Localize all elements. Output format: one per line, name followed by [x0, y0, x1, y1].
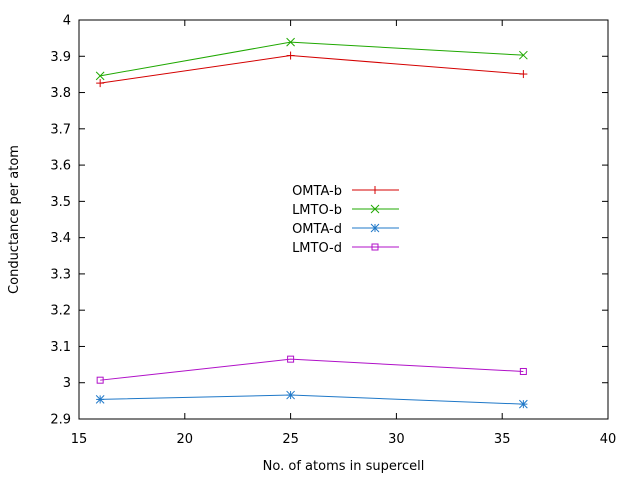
- y-tick-label: 3.8: [50, 86, 71, 101]
- y-tick-label: 3.9: [50, 50, 71, 65]
- y-tick-label: 3.5: [50, 195, 71, 210]
- data-point: [519, 367, 527, 375]
- series-line: [100, 55, 524, 84]
- data-point: [95, 71, 105, 81]
- data-point: [96, 376, 104, 384]
- series-line: [100, 41, 524, 77]
- y-tick-label: 3.7: [50, 122, 71, 137]
- series-lmto-b: [95, 37, 528, 81]
- data-point: [286, 390, 295, 400]
- legend-label: LMTO-b: [292, 203, 342, 218]
- y-tick-label: 3.1: [50, 340, 71, 355]
- data-point: [370, 204, 380, 214]
- legend-entry: LMTO-b: [292, 203, 399, 218]
- series-omta-b: [96, 51, 528, 88]
- y-tick-label: 3.4: [50, 231, 71, 246]
- series-line: [100, 394, 524, 405]
- data-point: [370, 223, 380, 233]
- data-point: [287, 355, 295, 363]
- x-tick-label: 20: [177, 432, 194, 447]
- data-point: [95, 395, 105, 404]
- legend-entry: OMTA-b: [292, 184, 399, 199]
- y-axis-label: Conductance per atom: [7, 145, 22, 294]
- data-point: [519, 50, 528, 60]
- y-tick-label: 3.2: [50, 304, 71, 319]
- x-tick-label: 30: [388, 432, 405, 447]
- x-tick-label: 35: [494, 432, 511, 447]
- series-omta-d: [95, 390, 528, 409]
- legend-label: OMTA-b: [292, 184, 342, 199]
- x-tick-label: 40: [600, 432, 617, 447]
- x-tick-label: 25: [282, 432, 299, 447]
- legend-entry: LMTO-d: [292, 241, 399, 256]
- data-point: [96, 79, 105, 88]
- x-axis-label: No. of atoms in supercell: [263, 459, 425, 474]
- x-tick-label: 15: [71, 432, 88, 447]
- data-point: [286, 51, 295, 60]
- y-tick-label: 3.3: [50, 267, 71, 282]
- y-tick-label: 3: [63, 376, 71, 391]
- y-tick-label: 2.9: [50, 413, 71, 428]
- data-point: [519, 70, 528, 79]
- legend-label: OMTA-d: [292, 222, 342, 237]
- data-point: [371, 186, 379, 194]
- series-lmto-d: [96, 355, 527, 384]
- series-line: [100, 358, 524, 381]
- data-point: [519, 399, 528, 409]
- y-tick-label: 4: [63, 14, 71, 29]
- legend-entry: OMTA-d: [292, 222, 399, 237]
- y-tick-label: 3.6: [50, 159, 71, 174]
- plot-frame: [78, 19, 609, 420]
- legend-label: LMTO-d: [292, 241, 342, 256]
- data-point: [371, 243, 379, 251]
- data-point: [286, 37, 295, 47]
